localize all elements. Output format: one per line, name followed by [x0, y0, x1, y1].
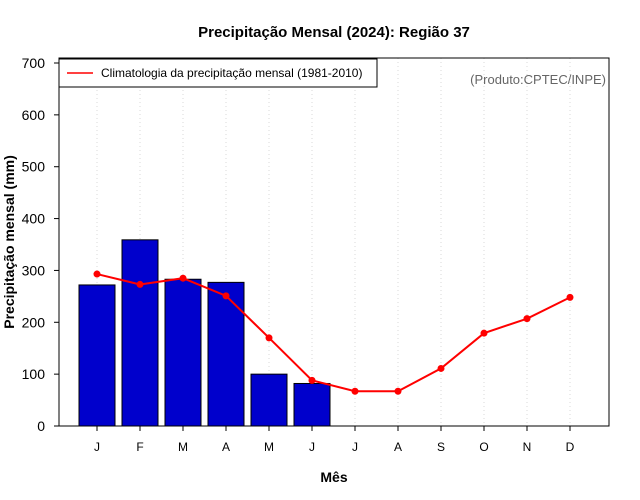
climatology-point-11 — [523, 315, 531, 323]
plot-frame — [58, 57, 610, 427]
x-tick-label-6: J — [309, 440, 315, 454]
bar-3 — [164, 278, 202, 427]
climatology-line — [96, 273, 571, 393]
climatology-point-2 — [136, 280, 144, 288]
x-tick-label-5: M — [264, 440, 274, 454]
x-tick-label-8: A — [394, 440, 402, 454]
x-tick-label-3: M — [178, 440, 188, 454]
climatology-point-1 — [93, 270, 101, 278]
y-tick-label-700: 700 — [22, 55, 46, 71]
climatology-point-9 — [437, 364, 445, 372]
x-tick-label-11: N — [523, 440, 532, 454]
climatology-point-5 — [265, 334, 273, 342]
legend: Climatologia da precipitação mensal (198… — [58, 58, 378, 88]
y-tick-label-100: 100 — [22, 366, 46, 382]
y-tick-label-500: 500 — [22, 159, 46, 175]
x-tick-label-4: A — [222, 440, 230, 454]
climatology-point-10 — [480, 329, 488, 337]
bars — [78, 239, 331, 427]
x-tick-label-12: D — [566, 440, 575, 454]
y-tick-label-400: 400 — [22, 211, 46, 227]
bar-2 — [121, 239, 159, 427]
bar-1 — [78, 284, 116, 427]
x-tick-label-10: O — [479, 440, 488, 454]
x-tick-label-1: J — [94, 440, 100, 454]
y-axis-label: Precipitação mensal (mm) — [1, 155, 17, 329]
y-tick-label-300: 300 — [22, 262, 46, 278]
y-tick-label-0: 0 — [37, 418, 45, 434]
climatology-point-12 — [566, 293, 574, 301]
axes: 0 100 200 300 400 500 600 700 J F M A M J J A S O N D — [22, 55, 575, 454]
climatology-line-series — [93, 270, 574, 395]
climatology-point-6 — [308, 376, 316, 384]
chart-title: Precipitação Mensal (2024): Região 37 — [198, 24, 470, 41]
climatology-point-4 — [222, 292, 230, 300]
source-annotation: (Produto:CPTEC/INPE) — [470, 72, 606, 87]
climatology-point-3 — [179, 274, 187, 282]
climatology-point-7 — [351, 387, 359, 395]
bar-6 — [293, 382, 331, 427]
x-axis-label: Mês — [320, 469, 347, 485]
y-tick-label-200: 200 — [22, 314, 46, 330]
bar-4 — [207, 281, 245, 427]
bar-5 — [250, 373, 288, 427]
legend-box — [58, 58, 378, 88]
x-tick-label-7: J — [352, 440, 358, 454]
climatology-point-8 — [394, 387, 402, 395]
x-tick-label-2: F — [136, 440, 143, 454]
x-tick-label-9: S — [437, 440, 445, 454]
legend-label: Climatologia da precipitação mensal (198… — [101, 66, 362, 80]
y-tick-label-600: 600 — [22, 107, 46, 123]
